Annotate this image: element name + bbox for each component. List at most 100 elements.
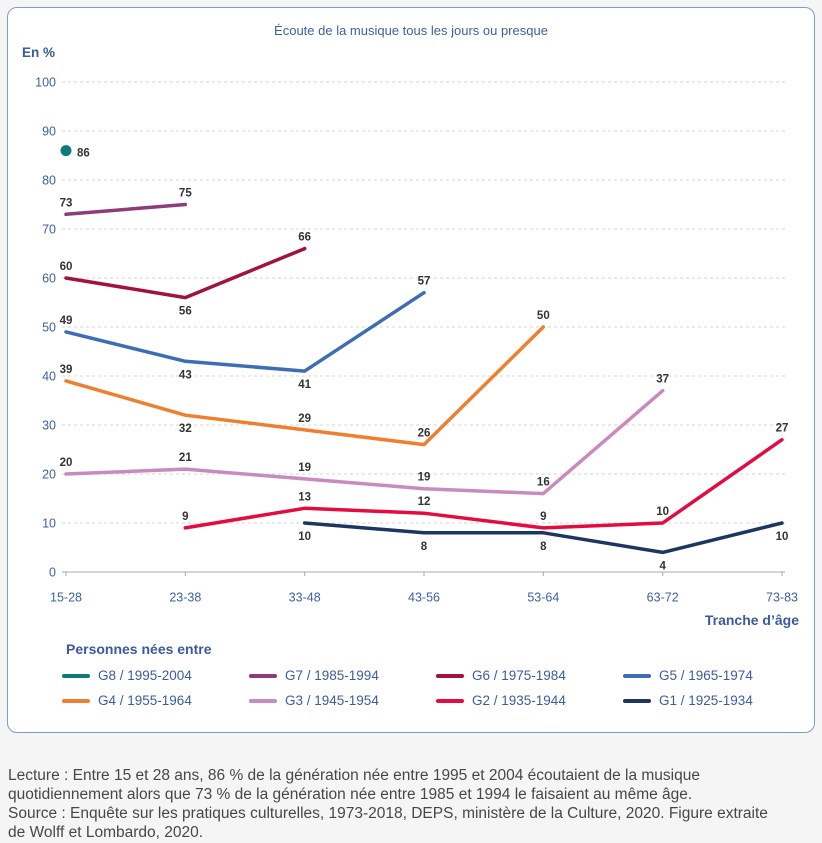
data-label-g3-53-64: 16 [537, 477, 550, 489]
data-label-g6-15-28: 60 [60, 261, 73, 273]
y-tick-label-10: 10 [42, 517, 56, 531]
x-tick-label-63-72: 63-72 [647, 591, 679, 605]
data-label-g2-43-56: 12 [418, 496, 431, 508]
series-line-g6 [64, 246, 307, 300]
data-label-g2-33-48: 13 [298, 491, 311, 503]
series-line-g5 [64, 290, 426, 373]
series-g4: 39 32 29 26 50 [60, 310, 550, 447]
series-g5: 49 43 41 57 [60, 276, 431, 391]
legend-swatch-g3 [249, 698, 277, 703]
line-chart: 0 10 20 30 40 50 60 70 80 90 100 15-28 23-38 33-48 43-… [35, 76, 798, 605]
y-tick-label-100: 100 [35, 76, 56, 90]
data-label-g5-43-56: 57 [418, 276, 431, 288]
data-label-g4-23-38: 32 [179, 423, 192, 435]
legend-item-g7: G7 / 1985-1994 [249, 663, 436, 688]
legend-item-g2: G2 / 1935-1944 [436, 688, 623, 713]
data-label-g6-33-48: 66 [298, 232, 311, 244]
legend-item-g5: G5 / 1965-1974 [623, 663, 810, 688]
y-tick-label-30: 30 [42, 419, 56, 433]
y-tick-label-40: 40 [42, 370, 56, 384]
legend-label-g1: G1 / 1925-1934 [659, 693, 753, 708]
data-label-g3-63-72: 37 [656, 374, 669, 386]
series-line-g3 [64, 388, 665, 496]
y-tick-label-80: 80 [42, 174, 56, 188]
data-label-g3-33-48: 19 [298, 462, 311, 474]
legend-swatch-g1 [623, 698, 651, 703]
footer-notes: Lecture : Entre 15 et 28 ans, 86 % de la… [8, 766, 818, 842]
legend-label-g7: G7 / 1985-1994 [285, 668, 379, 683]
series-g7: 73 75 [60, 188, 192, 217]
data-label-g1-73-83: 10 [776, 531, 789, 543]
x-axis: 15-28 23-38 33-48 43-56 53-64 63-72 73-83 [50, 571, 798, 605]
legend-label-g8: G8 / 1995-2004 [98, 668, 192, 683]
series-g3: 20 21 19 19 16 37 [60, 374, 669, 496]
data-label-g4-53-64: 50 [537, 310, 550, 322]
y-axis-title: En % [22, 45, 56, 60]
data-label-g4-33-48: 29 [298, 413, 311, 425]
y-axis-ticks: 0 10 20 30 40 50 60 70 80 90 100 [35, 76, 56, 580]
data-label-g3-15-28: 20 [60, 457, 73, 469]
data-label-g1-53-64: 8 [540, 541, 547, 553]
y-tick-label-0: 0 [49, 566, 56, 580]
legend-swatch-g8 [62, 673, 90, 678]
x-tick-label-33-48: 33-48 [289, 591, 321, 605]
legend-swatch-g7 [249, 673, 277, 678]
legend-label-g6: G6 / 1975-1984 [472, 668, 566, 683]
legend-item-g8: G8 / 1995-2004 [62, 663, 249, 688]
y-tick-label-20: 20 [42, 468, 56, 482]
data-label-g7-15-28: 73 [60, 197, 73, 209]
data-label-g2-73-83: 27 [776, 423, 789, 435]
data-label-g5-33-48: 41 [298, 379, 311, 391]
legend-swatch-g6 [436, 673, 464, 678]
x-axis-title: Tranche d’âge [704, 612, 799, 628]
legend-label-g2: G2 / 1935-1944 [472, 693, 566, 708]
x-tick-label-43-56: 43-56 [408, 591, 440, 605]
data-label-g7-23-38: 75 [179, 188, 192, 200]
legend-item-g3: G3 / 1945-1954 [249, 688, 436, 713]
data-label-g3-23-38: 21 [179, 452, 192, 464]
legend-item-g4: G4 / 1955-1964 [62, 688, 249, 713]
data-label-g2-63-72: 10 [656, 506, 669, 518]
y-tick-label-50: 50 [42, 321, 56, 335]
data-label-g3-43-56: 19 [418, 472, 431, 484]
legend-label-g3: G3 / 1945-1954 [285, 693, 379, 708]
legend-swatch-g2 [436, 698, 464, 703]
gridlines [62, 81, 785, 524]
y-tick-label-60: 60 [42, 272, 56, 286]
series-g6: 60 56 66 [60, 232, 311, 318]
data-label-g2-23-38: 9 [182, 511, 188, 523]
series-line-g7 [64, 202, 188, 217]
chart-title: Écoute de la musique tous les jours ou p… [274, 23, 548, 38]
series-g2: 9 13 12 9 10 27 [182, 423, 789, 530]
series-g1: 10 8 8 4 10 [298, 521, 789, 572]
source-note-line-2: de Wolff et Lombardo, 2020. [8, 824, 204, 841]
series-point-g8 [60, 145, 72, 157]
reading-note-line-1: Lecture : Entre 15 et 28 ans, 86 % de la… [8, 767, 700, 784]
data-label-g4-43-56: 26 [418, 428, 431, 440]
x-tick-label-73-83: 73-83 [766, 591, 798, 605]
chart-card [7, 7, 815, 733]
series-g8: 86 [60, 145, 90, 160]
series-line-g1 [302, 521, 784, 555]
legend-swatch-g4 [62, 698, 90, 703]
legend-item-g1: G1 / 1925-1934 [623, 688, 810, 713]
legend-label-g4: G4 / 1955-1964 [98, 693, 192, 708]
data-label-g2-53-64: 9 [540, 511, 546, 523]
reading-note-line-2: quotidiennement alors que 73 % de la gén… [8, 786, 693, 803]
data-label-g5-23-38: 43 [179, 369, 192, 381]
data-label-g1-63-72: 4 [659, 560, 666, 572]
data-label-g1-43-56: 8 [421, 541, 428, 553]
series-line-g2 [183, 437, 784, 530]
y-tick-label-70: 70 [42, 223, 56, 237]
legend-title: Personnes nées entre [66, 641, 212, 657]
data-label-g5-15-28: 49 [60, 315, 73, 327]
series-line-g4 [64, 325, 546, 447]
x-tick-label-53-64: 53-64 [527, 591, 559, 605]
x-tick-label-15-28: 15-28 [50, 591, 82, 605]
legend: G8 / 1995-2004 G7 / 1985-1994 G6 / 1975-19… [62, 663, 810, 713]
data-label-g1-33-48: 10 [298, 531, 311, 543]
legend-swatch-g5 [623, 673, 651, 678]
data-label-g4-15-28: 39 [60, 364, 73, 376]
legend-item-g6: G6 / 1975-1984 [436, 663, 623, 688]
data-label-g8-15-28: 86 [77, 148, 90, 160]
